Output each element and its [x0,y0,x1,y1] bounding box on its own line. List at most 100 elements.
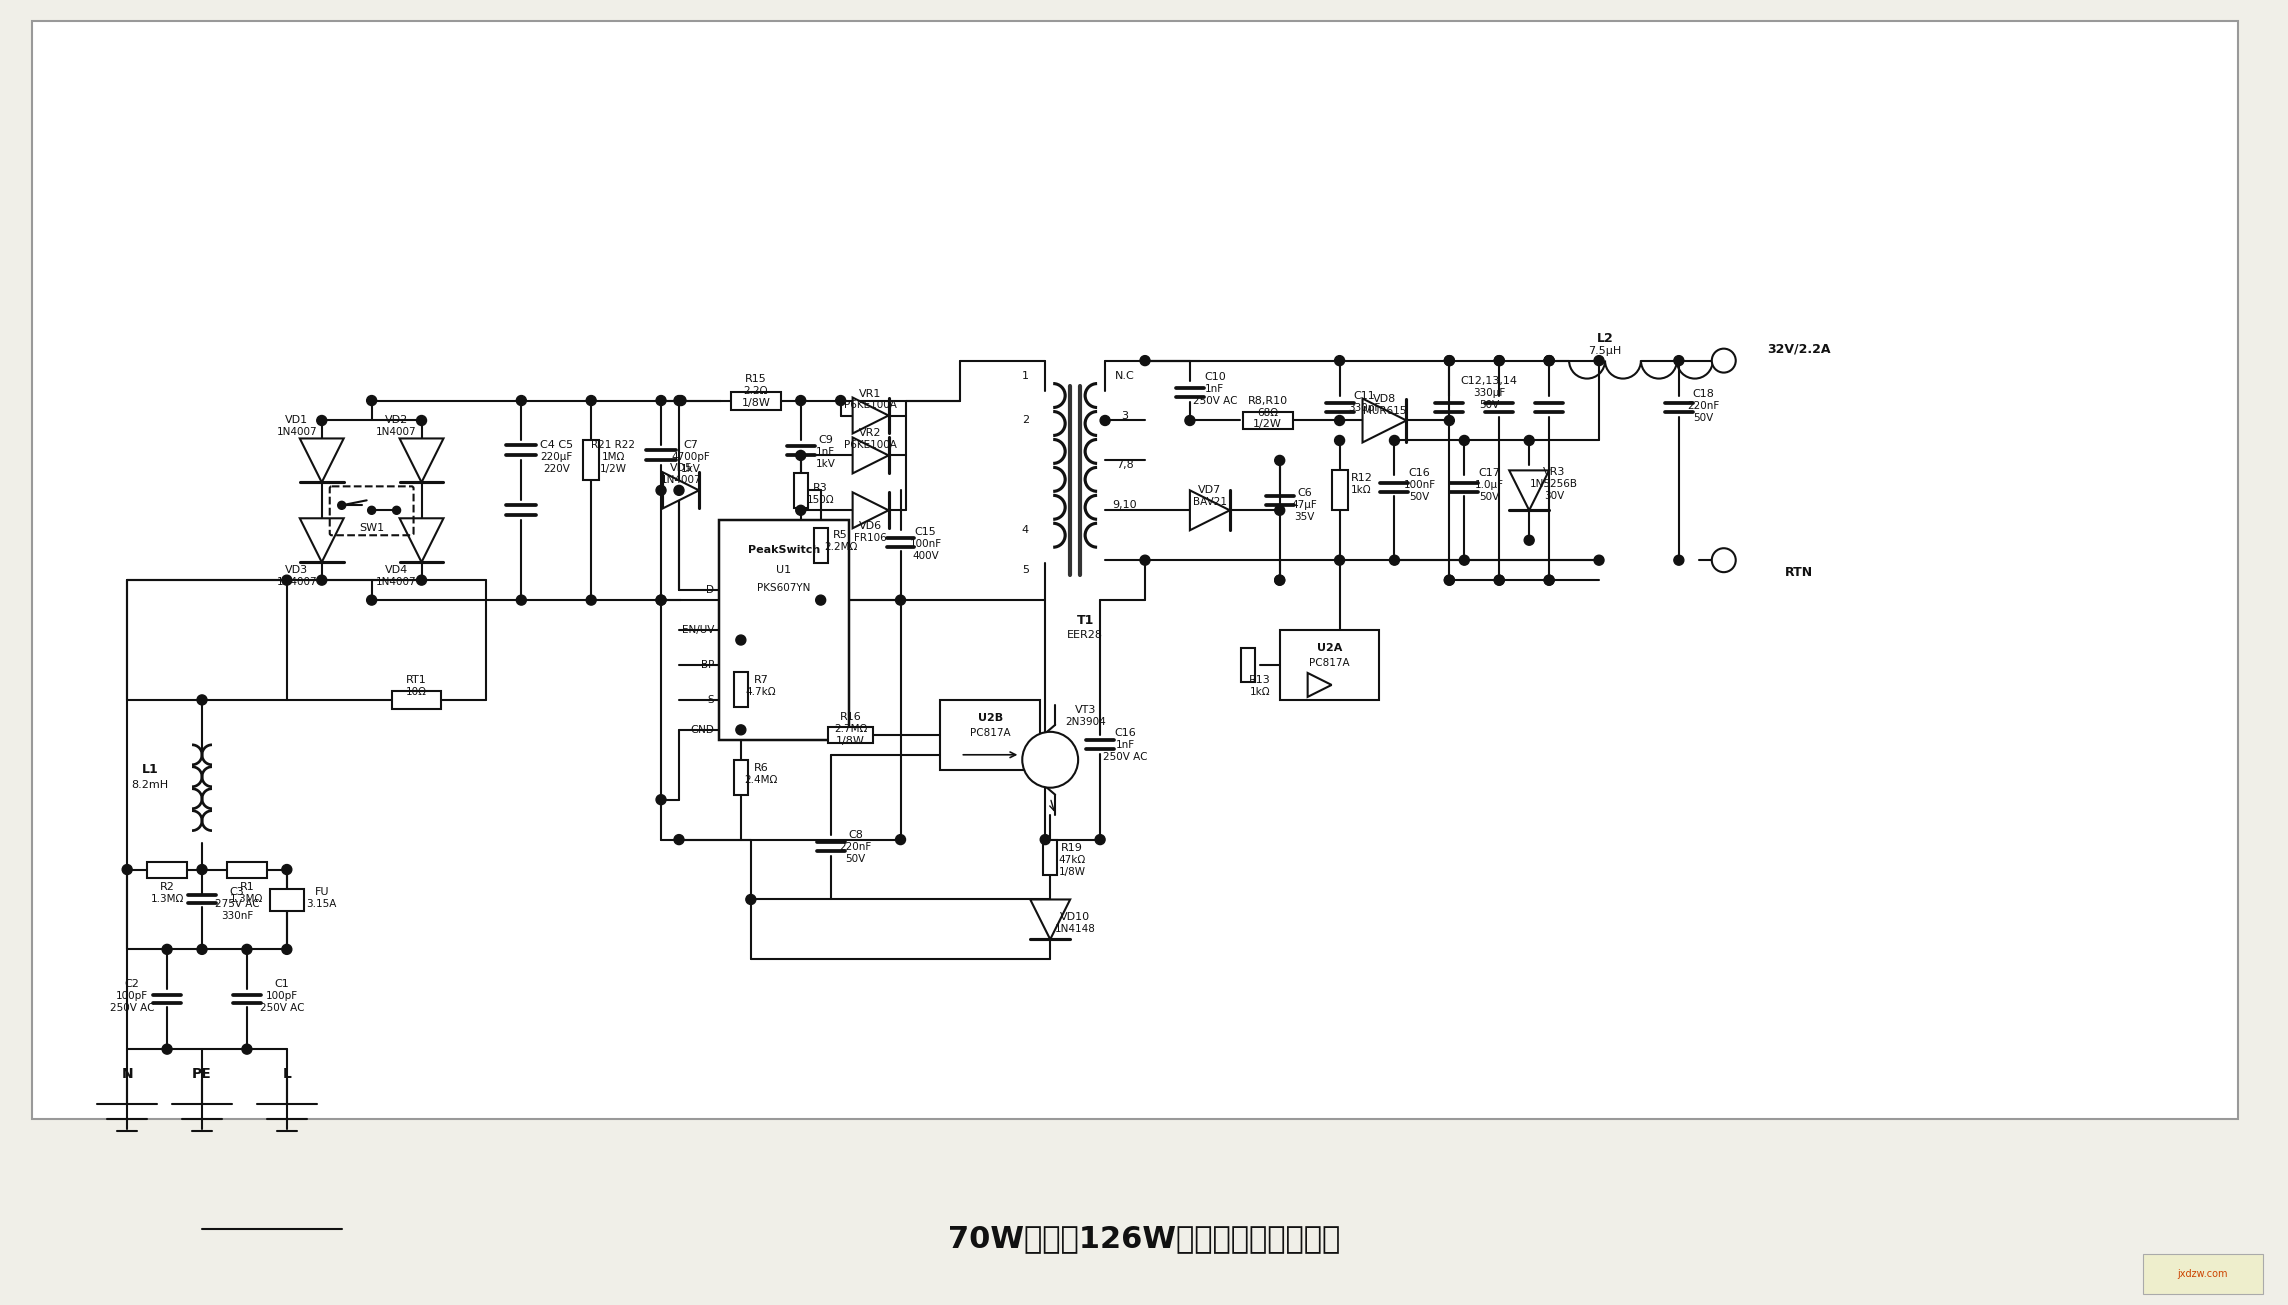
Bar [734,761,748,795]
Text: 2.4MΩ: 2.4MΩ [744,775,778,784]
Circle shape [1023,732,1078,788]
Text: 400V: 400V [913,551,938,561]
Circle shape [1494,356,1503,365]
Circle shape [1139,555,1151,565]
Text: PE: PE [192,1067,213,1081]
Text: 1: 1 [1023,371,1030,381]
Circle shape [737,636,746,645]
Text: 3.15A: 3.15A [307,899,336,910]
Text: SW1: SW1 [359,523,384,534]
Text: VD5: VD5 [670,463,693,474]
Circle shape [368,506,375,514]
Circle shape [394,506,400,514]
Text: P6KE100A: P6KE100A [844,441,897,450]
Text: C2: C2 [126,979,140,989]
Circle shape [1444,415,1455,425]
Text: VR3: VR3 [1542,467,1565,478]
Text: 9,10: 9,10 [1112,500,1137,510]
Text: L1: L1 [142,763,158,776]
Text: P6KE100A: P6KE100A [844,399,897,410]
Circle shape [1096,835,1105,844]
Text: 2: 2 [1023,415,1030,425]
Bar [794,472,808,508]
Text: 330µF: 330µF [1473,388,1506,398]
Text: PC817A: PC817A [970,728,1011,737]
Text: 1.3MΩ: 1.3MΩ [231,894,263,904]
Circle shape [1274,455,1284,466]
Circle shape [162,945,172,954]
Text: N: N [121,1067,133,1081]
Text: 1N4007: 1N4007 [375,428,416,437]
Circle shape [281,945,293,954]
Text: R6: R6 [753,762,769,773]
Text: C7: C7 [684,441,698,450]
Circle shape [416,415,426,425]
Text: 220µF: 220µF [540,453,572,462]
Circle shape [657,795,666,805]
Text: VD4: VD4 [384,565,407,576]
Text: R3: R3 [812,483,828,493]
Text: R1: R1 [240,882,254,893]
Bar [940,699,1041,770]
Text: T1: T1 [1075,613,1094,626]
Polygon shape [400,518,444,562]
Text: C15: C15 [915,527,936,538]
Circle shape [316,576,327,585]
Circle shape [1389,436,1400,445]
Text: 275V AC: 275V AC [215,899,259,910]
Text: U2B: U2B [977,713,1002,723]
Text: 2.7MΩ: 2.7MΩ [833,724,867,733]
Text: 220nF: 220nF [840,842,872,852]
Text: 1MΩ: 1MΩ [602,453,625,462]
Text: RTN: RTN [1785,565,1812,578]
Text: 1nF: 1nF [817,448,835,458]
Text: C10: C10 [1203,372,1226,381]
Bar [227,861,268,877]
Text: C16: C16 [1409,468,1430,479]
Circle shape [517,595,526,606]
Text: C18: C18 [1693,389,1714,398]
Text: VD1: VD1 [286,415,309,425]
Text: PeakSwitch: PeakSwitch [748,545,819,555]
Text: VD8: VD8 [1373,394,1396,403]
Bar [270,890,304,911]
Text: 330pF: 330pF [1348,402,1380,412]
Bar [815,527,828,562]
Circle shape [366,595,378,606]
Text: RT1: RT1 [407,675,428,685]
Bar [1242,411,1293,429]
Circle shape [817,595,826,606]
Text: 1N4007: 1N4007 [277,428,318,437]
Text: EER28: EER28 [1066,630,1103,639]
Text: 50V: 50V [1478,399,1499,410]
Text: 1N4007: 1N4007 [375,577,416,587]
Text: N.C: N.C [1114,371,1135,381]
Text: 2.2MΩ: 2.2MΩ [824,542,858,552]
Text: PC817A: PC817A [1309,658,1350,668]
Polygon shape [1510,470,1549,510]
Bar [1043,840,1057,876]
Text: R15: R15 [746,373,766,384]
Text: 220nF: 220nF [1689,401,1721,411]
Circle shape [1595,555,1604,565]
Circle shape [366,395,378,406]
Text: 1nF: 1nF [1206,384,1224,394]
Text: 250V AC: 250V AC [110,1004,153,1013]
Text: 50V: 50V [1693,412,1714,423]
Circle shape [517,395,526,406]
Text: FR106: FR106 [853,534,888,543]
Circle shape [1389,555,1400,565]
Polygon shape [853,398,888,433]
Circle shape [1460,436,1469,445]
Circle shape [835,395,847,406]
Circle shape [796,450,805,461]
Circle shape [121,864,133,874]
Text: VD10: VD10 [1059,912,1089,923]
Circle shape [1494,576,1503,585]
Circle shape [1444,356,1455,365]
Text: VD3: VD3 [286,565,309,576]
Text: R13: R13 [1249,675,1270,685]
Text: 100nF: 100nF [908,539,943,549]
Circle shape [1101,415,1110,425]
Circle shape [243,1044,252,1054]
